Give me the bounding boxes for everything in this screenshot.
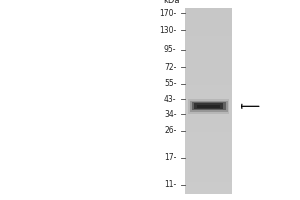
Text: kDa: kDa [163,0,179,5]
Bar [197,105,220,108]
Bar [185,8,232,194]
Bar [185,163,232,166]
Bar [185,89,232,92]
Bar [185,17,232,20]
Bar [185,36,232,39]
Bar [188,99,230,114]
Bar [185,73,232,76]
Text: 1: 1 [206,0,212,2]
Bar [185,76,232,79]
Bar [185,79,232,82]
Bar [185,20,232,23]
Text: 130-: 130- [159,26,176,35]
Bar [185,42,232,45]
Bar [185,172,232,175]
Bar [185,129,232,132]
Bar [185,26,232,30]
Bar [185,185,232,188]
Bar [190,101,228,112]
Bar [185,70,232,73]
Text: 17-: 17- [164,153,176,162]
Text: 26-: 26- [164,126,176,135]
Bar [185,175,232,179]
Bar [185,61,232,64]
Bar [185,8,232,11]
Bar [185,135,232,138]
Bar [185,141,232,144]
Bar [185,148,232,151]
Bar [185,138,232,141]
Bar [185,157,232,160]
Bar [185,51,232,54]
Bar [185,179,232,182]
Text: 11-: 11- [164,180,176,189]
Bar [185,98,232,101]
Bar [185,101,232,104]
Bar [185,82,232,85]
Text: 55-: 55- [164,79,176,88]
Bar [185,188,232,191]
Bar [185,182,232,185]
Bar [185,104,232,107]
Bar [185,160,232,163]
Text: 170-: 170- [159,9,176,18]
Bar [185,54,232,58]
Bar [185,11,232,14]
Text: 34-: 34- [164,110,176,119]
Bar [185,120,232,123]
Bar [185,64,232,67]
Bar [185,85,232,89]
Text: 95-: 95- [164,45,176,54]
Bar [185,166,232,169]
Bar [185,95,232,98]
Text: 43-: 43- [164,95,176,104]
Bar [185,132,232,135]
Bar [185,92,232,95]
Bar [185,144,232,148]
Bar [185,113,232,116]
Bar [192,102,226,110]
Bar [185,116,232,120]
Bar [185,30,232,33]
Bar [185,39,232,42]
Bar [185,14,232,17]
Bar [185,169,232,172]
Bar [185,110,232,113]
Bar [185,154,232,157]
Bar [185,45,232,48]
Bar [185,58,232,61]
Bar [185,191,232,194]
Text: 72-: 72- [164,63,176,72]
Bar [185,126,232,129]
Bar [185,123,232,126]
Bar [185,48,232,51]
Bar [194,103,223,109]
Bar [185,151,232,154]
Bar [185,107,232,110]
Bar [185,33,232,36]
Bar [185,67,232,70]
Bar [185,23,232,26]
